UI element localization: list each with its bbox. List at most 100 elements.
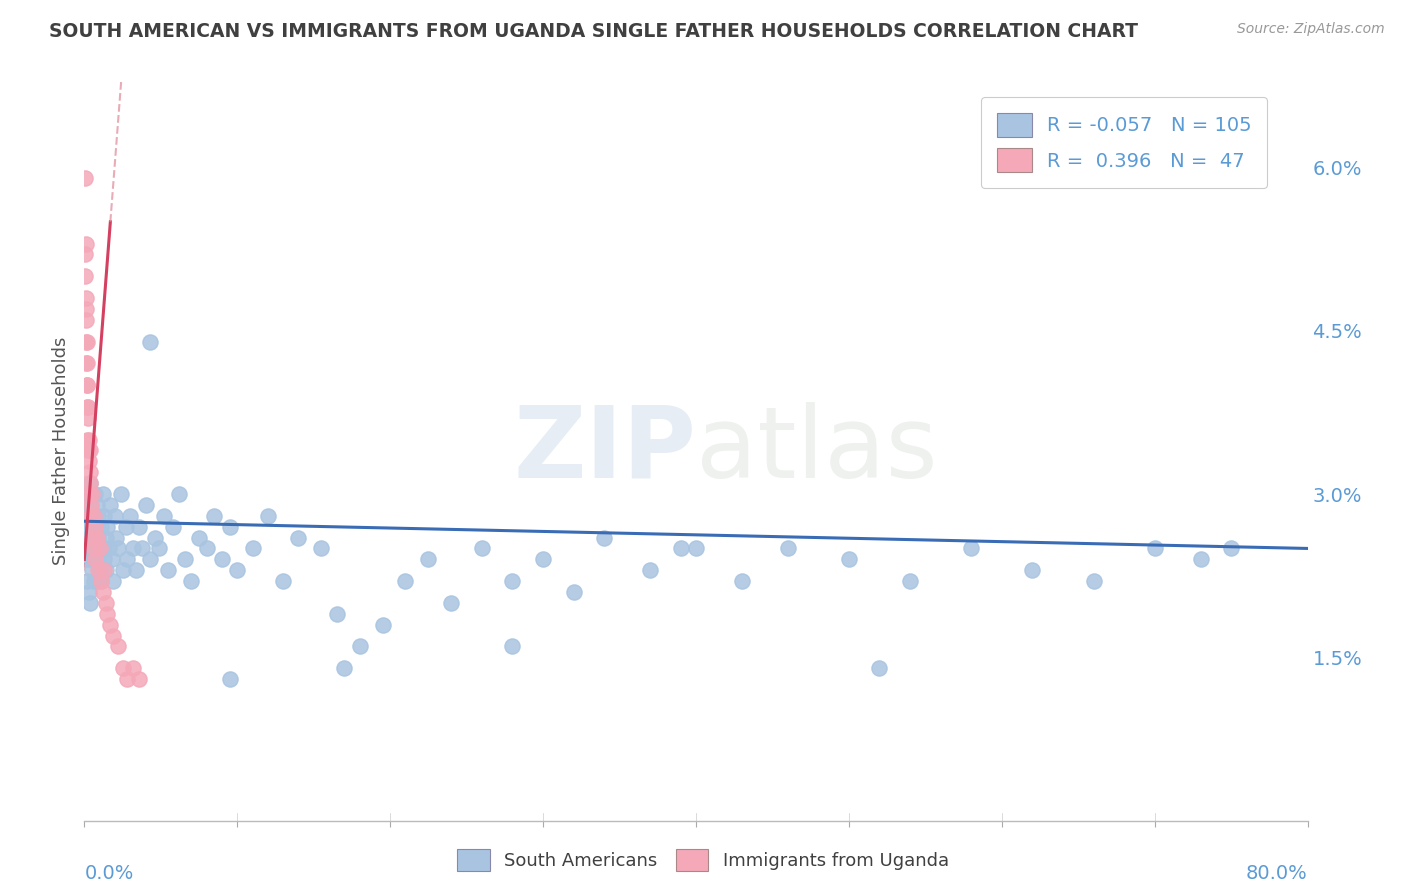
Point — [122, 541, 145, 556]
Point — [93, 508, 115, 523]
Point — [83, 508, 105, 523]
Point — [75, 291, 97, 305]
Point — [77, 454, 100, 468]
Point — [107, 541, 129, 556]
Text: atlas: atlas — [696, 402, 938, 499]
Point — [89, 541, 111, 556]
Point — [531, 552, 554, 566]
Point — [143, 531, 166, 545]
Point — [103, 574, 125, 588]
Point — [167, 487, 190, 501]
Point — [96, 519, 118, 533]
Point — [111, 661, 134, 675]
Point — [83, 552, 105, 566]
Point — [79, 476, 101, 491]
Point — [211, 552, 233, 566]
Point — [89, 541, 111, 556]
Point — [90, 574, 112, 588]
Point — [218, 672, 240, 686]
Point — [96, 607, 118, 621]
Point — [110, 487, 132, 501]
Point — [77, 498, 100, 512]
Point — [93, 552, 115, 566]
Point — [502, 640, 524, 654]
Point — [202, 508, 225, 523]
Point — [107, 640, 129, 654]
Y-axis label: Single Father Households: Single Father Households — [52, 336, 70, 565]
Point — [79, 596, 101, 610]
Point — [76, 400, 98, 414]
Point — [75, 334, 97, 349]
Point — [75, 356, 97, 370]
Point — [93, 563, 115, 577]
Point — [325, 607, 347, 621]
Point — [139, 552, 162, 566]
Point — [90, 574, 112, 588]
Point — [371, 617, 394, 632]
Point — [80, 487, 103, 501]
Point — [131, 541, 153, 556]
Point — [115, 552, 138, 566]
Point — [776, 541, 799, 556]
Point — [80, 563, 103, 577]
Point — [89, 563, 111, 577]
Point — [128, 519, 150, 533]
Point — [75, 171, 97, 186]
Point — [80, 487, 103, 501]
Point — [76, 433, 98, 447]
Point — [105, 531, 128, 545]
Point — [960, 541, 983, 556]
Point — [188, 531, 211, 545]
Point — [135, 498, 157, 512]
Legend: South Americans, Immigrants from Uganda: South Americans, Immigrants from Uganda — [450, 842, 956, 879]
Point — [84, 552, 107, 566]
Point — [125, 563, 148, 577]
Point — [79, 552, 101, 566]
Point — [94, 563, 117, 577]
Point — [76, 574, 98, 588]
Point — [195, 541, 218, 556]
Point — [120, 508, 142, 523]
Point — [80, 531, 103, 545]
Point — [122, 661, 145, 675]
Point — [76, 531, 98, 545]
Point — [91, 541, 114, 556]
Point — [87, 563, 110, 577]
Point — [115, 672, 138, 686]
Point — [75, 313, 97, 327]
Point — [83, 541, 105, 556]
Point — [94, 596, 117, 610]
Point — [76, 334, 98, 349]
Point — [77, 585, 100, 599]
Point — [1021, 563, 1043, 577]
Point — [79, 508, 101, 523]
Point — [94, 531, 117, 545]
Point — [111, 563, 134, 577]
Point — [869, 661, 891, 675]
Text: SOUTH AMERICAN VS IMMIGRANTS FROM UGANDA SINGLE FATHER HOUSEHOLDS CORRELATION CH: SOUTH AMERICAN VS IMMIGRANTS FROM UGANDA… — [49, 22, 1139, 41]
Point — [75, 552, 97, 566]
Point — [685, 541, 707, 556]
Point — [148, 541, 170, 556]
Point — [76, 400, 98, 414]
Point — [394, 574, 416, 588]
Legend: R = -0.057   N = 105, R =  0.396   N =  47: R = -0.057 N = 105, R = 0.396 N = 47 — [981, 97, 1267, 187]
Point — [87, 531, 110, 545]
Point — [76, 356, 98, 370]
Text: 0.0%: 0.0% — [84, 864, 134, 883]
Point — [218, 519, 240, 533]
Point — [77, 410, 100, 425]
Point — [226, 563, 249, 577]
Point — [90, 519, 112, 533]
Point — [1143, 541, 1166, 556]
Point — [76, 378, 98, 392]
Point — [157, 563, 180, 577]
Point — [77, 519, 100, 533]
Point — [731, 574, 754, 588]
Point — [83, 574, 105, 588]
Point — [418, 552, 440, 566]
Text: ZIP: ZIP — [513, 402, 696, 499]
Point — [86, 552, 108, 566]
Point — [77, 541, 100, 556]
Point — [471, 541, 494, 556]
